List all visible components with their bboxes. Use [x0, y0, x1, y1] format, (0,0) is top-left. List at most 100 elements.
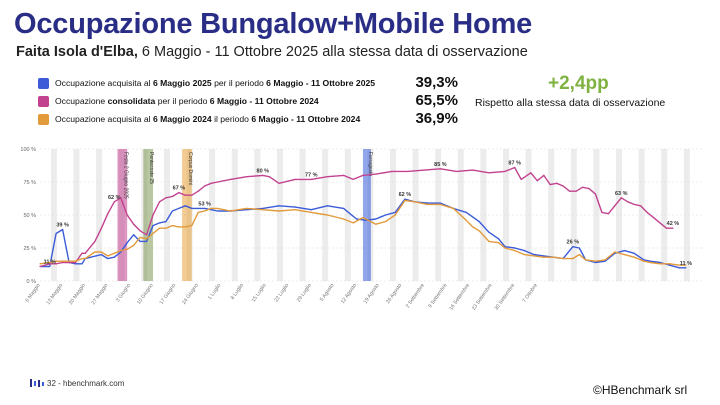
x-tick-label: 24 Giugno: [181, 283, 200, 306]
series-point: [362, 217, 364, 219]
series-point: [594, 193, 597, 195]
data-label: 80 %: [257, 168, 270, 174]
series-point: [685, 264, 687, 266]
series-point: [649, 261, 651, 264]
series-point: [74, 263, 77, 265]
series-point: [94, 240, 96, 242]
series-point: [171, 224, 173, 227]
series-point: [585, 259, 587, 261]
data-label: 62 %: [108, 195, 121, 201]
series-point: [246, 176, 248, 178]
series-point: [191, 194, 193, 196]
series-point: [139, 230, 141, 232]
series-point: [556, 182, 558, 184]
series-point: [133, 223, 135, 225]
series-point: [145, 238, 148, 240]
weekend-band: [503, 149, 510, 281]
series-point: [133, 244, 135, 246]
series-point: [178, 226, 180, 228]
data-label: 11 %: [44, 259, 56, 265]
series-point: [74, 261, 77, 264]
series-line: [40, 198, 686, 269]
series-point: [139, 236, 141, 239]
series-point: [152, 224, 154, 227]
series-point: [391, 170, 393, 173]
x-tick-label: 27 Maggio: [91, 283, 110, 306]
kpi-note: Rispetto alla stessa data di osservazion…: [475, 97, 666, 109]
series-point: [543, 255, 545, 257]
series-point: [543, 174, 545, 176]
series-point: [488, 231, 490, 233]
series-point: [342, 218, 345, 220]
data-label: 39 %: [56, 223, 69, 229]
series-point: [246, 207, 248, 209]
series-point: [452, 207, 454, 209]
series-point: [152, 214, 154, 216]
series-point: [171, 210, 173, 212]
series-point: [184, 205, 186, 207]
series-point: [81, 263, 83, 265]
series-point: [294, 206, 296, 208]
series-point: [268, 176, 270, 178]
legend-swatch-2025: [38, 78, 49, 89]
series-point: [614, 251, 616, 253]
series-point: [145, 240, 148, 242]
series-point: [407, 170, 409, 173]
series-point: [514, 247, 516, 249]
series-point: [536, 180, 538, 182]
series-point: [426, 202, 429, 204]
event-label: Pentecoste 25: [148, 152, 154, 184]
series-point: [514, 166, 516, 169]
event-band: [117, 149, 128, 281]
legend-value-consolidata: 65,5%: [415, 92, 458, 109]
series-point: [439, 168, 442, 170]
x-tick-label: 9 Settembre: [427, 283, 448, 310]
weekend-band: [616, 149, 623, 281]
series-point: [184, 194, 186, 196]
legend-item-2025: Occupazione acquisita al 6 Maggio 2025 p…: [38, 74, 468, 92]
series-point: [49, 265, 51, 268]
series-point: [562, 257, 564, 260]
series-point: [262, 207, 264, 209]
series-point: [578, 254, 580, 256]
series-point: [627, 201, 629, 203]
legend-label-consolidata: Occupazione consolidata per il periodo 6…: [55, 96, 319, 106]
series-point: [229, 178, 232, 180]
legend-item-consolidata: Occupazione consolidata per il periodo 6…: [38, 92, 468, 110]
x-tick-label: 3 Giugno: [115, 283, 132, 304]
legend-value-2025: 39,3%: [415, 74, 458, 91]
series-point: [204, 185, 206, 187]
series-point: [355, 218, 358, 220]
series-point: [178, 191, 180, 194]
series-point: [310, 209, 312, 211]
series-point: [39, 265, 41, 268]
series-point: [100, 254, 102, 256]
data-label: 42 %: [667, 221, 680, 227]
series-point: [55, 232, 57, 235]
copyright-label: HBenchmark srl: [601, 383, 688, 397]
series-point: [139, 240, 141, 242]
kpi-delta: +2,4pp: [548, 73, 609, 94]
series-point: [384, 221, 387, 223]
series-point: [107, 257, 109, 260]
subtitle-location: Faita Isola d'Elba,: [16, 44, 138, 60]
x-tick-label: 13 Maggio: [45, 283, 64, 306]
series-point: [158, 227, 161, 229]
series-point: [504, 247, 506, 249]
series-point: [455, 170, 458, 173]
series-point: [678, 267, 680, 269]
legend-label-2024: Occupazione acquisita al 6 Maggio 2024 i…: [55, 114, 361, 124]
x-tick-label: 7 Ottobre: [522, 283, 539, 304]
series-point: [145, 234, 148, 236]
series-point: [685, 267, 687, 269]
series-point: [530, 172, 532, 174]
series-point: [107, 213, 109, 215]
series-point: [171, 195, 173, 198]
series-point: [246, 209, 248, 211]
series-point: [49, 261, 51, 264]
weekend-band: [412, 149, 419, 281]
y-tick-label: 50 %: [23, 213, 36, 219]
series-point: [375, 218, 377, 220]
series-point: [165, 227, 167, 229]
series-line: [39, 166, 673, 268]
